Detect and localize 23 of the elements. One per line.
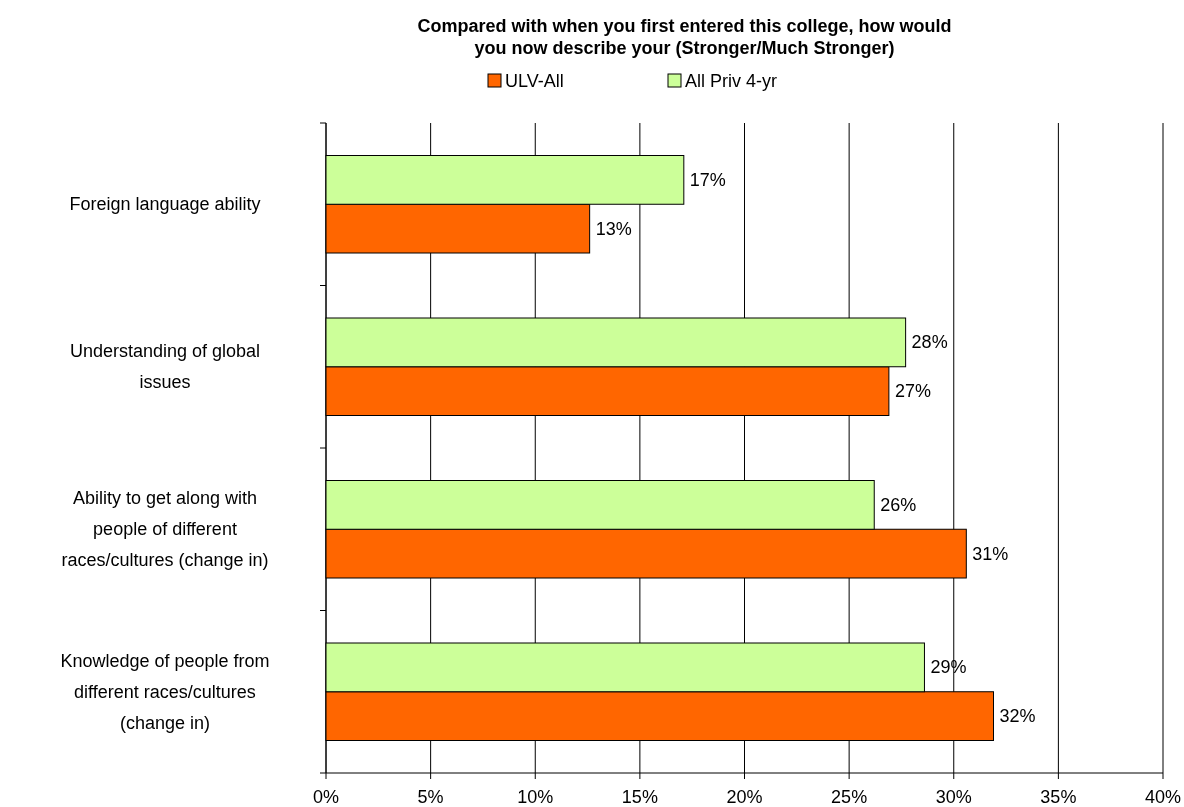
y-tick-label: Ability to get along with people of different races/cultures (change in) [61, 488, 269, 571]
y-tick-label: Understanding of global issues [69, 341, 261, 393]
x-tick-label: 0% [312, 787, 340, 807]
data-label: 32% [999, 706, 1036, 727]
x-tick-label: 40% [1144, 787, 1182, 807]
data-label: 27% [894, 381, 931, 402]
legend-label: All Priv 4-yr [685, 71, 778, 91]
data-label: 13% [595, 218, 632, 239]
data-label: 31% [972, 543, 1009, 564]
x-tick-label: 25% [831, 787, 868, 807]
y-tick-label: Foreign language ability [69, 194, 261, 215]
x-tick-label: 15% [621, 787, 658, 807]
data-label: 28% [911, 332, 948, 353]
legend-label: ULV-All [505, 71, 564, 91]
chart-title: Compared with when you first entered this college, how would you now describe your (Stronger/Much Stronger) [417, 16, 952, 58]
x-tick-label: 10% [517, 787, 554, 807]
x-tick-label: 35% [1040, 787, 1077, 807]
x-tick-label: 30% [935, 787, 972, 807]
data-label: 26% [880, 494, 917, 515]
data-label: 17% [689, 169, 726, 190]
x-tick-label: 20% [726, 787, 763, 807]
y-tick-label: Knowledge of people from different races/cultures (change in) [60, 650, 270, 733]
x-tick-label: 5% [417, 787, 444, 807]
